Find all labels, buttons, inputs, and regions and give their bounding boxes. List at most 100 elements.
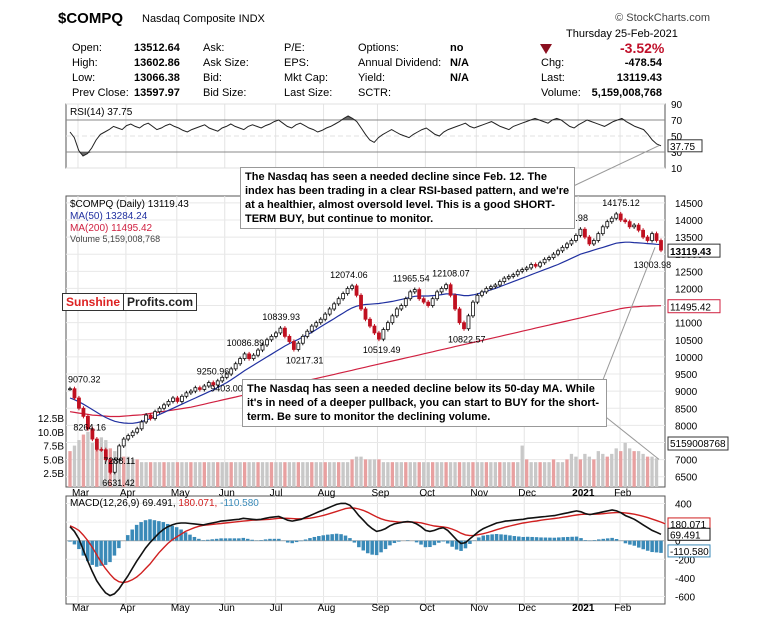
volume-bar: [471, 462, 475, 487]
quote-label: EPS:: [284, 57, 310, 69]
rsi-tick-label: 50: [671, 132, 683, 143]
ma50-line: [69, 241, 662, 424]
quote-value: 13597.97: [134, 87, 180, 99]
volume-bar: [148, 462, 153, 487]
macd-legend-name: MACD(12,26,9): [70, 498, 142, 509]
volume-bar: [551, 459, 556, 487]
volume-bar: [426, 462, 430, 487]
macd-histogram-bar: [481, 535, 486, 541]
candle-body: [448, 284, 453, 296]
volume-bar: [202, 462, 206, 487]
candle-body: [323, 313, 328, 320]
macd-histogram-bar: [454, 540, 459, 550]
candle-body: [605, 221, 610, 228]
volume-bar: [81, 434, 86, 487]
volume-bar: [99, 437, 104, 487]
macd-histogram-bar: [521, 536, 526, 541]
volume-bar: [310, 462, 314, 487]
volume-bar: [180, 462, 184, 487]
price-legend-title: $COMPQ (Daily) 13119.43: [70, 199, 189, 210]
symbol-title: $COMPQ: [58, 10, 124, 27]
last-price-label: 13119.43: [670, 247, 712, 258]
volume-bar: [619, 451, 623, 487]
volume-bar: [462, 462, 466, 487]
candle-body: [300, 335, 305, 344]
volume-bar: [72, 445, 77, 487]
candle-body: [493, 284, 498, 288]
macd-histogram-bar: [148, 519, 152, 541]
volume-bar: [296, 462, 301, 487]
candle-body: [354, 285, 359, 296]
price-annotation: 8264.16: [73, 422, 106, 432]
macd-right-box: [667, 527, 711, 541]
candle-body: [484, 288, 489, 293]
candle-body: [475, 294, 480, 303]
macd-right-box: [667, 544, 711, 558]
x-tick-label: Feb: [614, 603, 632, 614]
candle-body: [627, 221, 632, 228]
candle-body: [372, 325, 377, 334]
macd-histogram-bar: [126, 535, 130, 541]
volume-bar: [632, 451, 636, 487]
candle-body: [112, 459, 117, 473]
candle-body: [377, 332, 381, 340]
volume-bar: [605, 456, 609, 487]
volume-box: [667, 436, 729, 451]
macd-histogram-bar: [605, 538, 610, 541]
macd-histogram-bar: [263, 539, 268, 541]
volume-bar: [233, 462, 238, 487]
volume-bar: [413, 462, 417, 487]
candle-body: [256, 349, 260, 356]
volume-bar: [556, 462, 560, 487]
macd-histogram-bar: [583, 540, 588, 541]
candle-body: [618, 213, 623, 221]
volume-bar: [395, 462, 399, 487]
macd-histogram-bar: [179, 529, 183, 541]
candle-body: [390, 315, 395, 324]
quote-label: SCTR:: [358, 87, 391, 99]
macd-histogram-bar: [570, 536, 574, 541]
candle-body: [153, 411, 157, 419]
x-tick-label: Oct: [419, 603, 435, 614]
candle-body: [650, 233, 654, 241]
candle-body: [345, 288, 350, 294]
macd-histogram-bar: [637, 540, 641, 548]
candle-body: [247, 353, 251, 360]
ma200-box: [667, 299, 721, 314]
volume-bar: [435, 462, 439, 487]
candle-body: [130, 431, 135, 437]
price-annotation: 12108.07: [432, 269, 470, 279]
price-note-leader: [596, 247, 656, 396]
candle-body: [171, 397, 175, 402]
quote-value: N/A: [450, 57, 469, 69]
candle-body: [412, 289, 417, 293]
macd-histogram-bar: [423, 540, 428, 548]
macd-histogram-bar: [99, 540, 103, 566]
candle-body: [632, 224, 637, 228]
quote-value: 13119.43: [616, 72, 662, 84]
candle-body: [560, 246, 565, 252]
candle-body: [99, 448, 104, 451]
candle-body: [426, 301, 431, 306]
candle-body: [90, 428, 95, 440]
x-tick-label: Jul: [270, 603, 283, 614]
macd-histogram-bar: [290, 540, 294, 544]
panel-frame-macd: [65, 495, 666, 605]
candle-body: [394, 308, 399, 317]
volume-bar: [332, 462, 336, 487]
volume-bar: [305, 462, 309, 487]
macd-histogram-bar: [68, 540, 72, 542]
volume-bar: [654, 458, 659, 487]
candle-body: [591, 240, 596, 245]
volume-bar: [408, 462, 412, 487]
volume-bar: [193, 462, 198, 487]
volume-bar: [341, 462, 345, 487]
candle-body: [188, 390, 193, 394]
volume-bar: [493, 462, 498, 487]
macd-histogram-bar: [534, 537, 539, 541]
volume-bar: [139, 462, 144, 487]
quote-label: Last:: [541, 72, 565, 84]
macd-histogram-bar: [499, 534, 503, 541]
candle-body: [220, 376, 225, 382]
rsi-tick-label: 70: [671, 116, 683, 127]
